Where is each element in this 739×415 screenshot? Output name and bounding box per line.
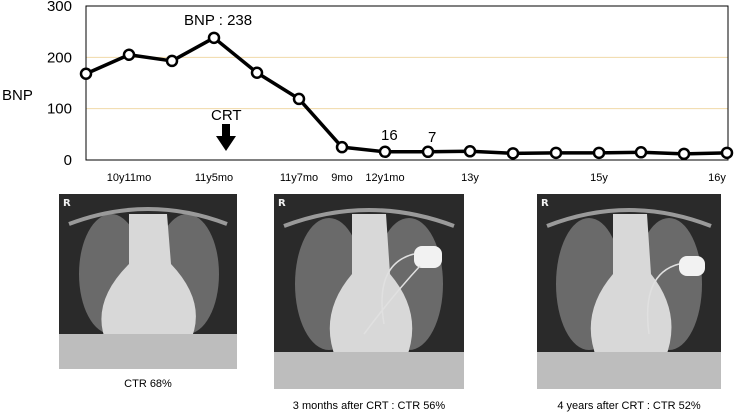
x-tick-label: 16y (708, 172, 726, 184)
xray-before-crt: R (59, 194, 237, 369)
x-tick-label: 10y11mo (107, 172, 151, 184)
y-tick-label: 300 (47, 0, 72, 15)
plot-frame (85, 5, 729, 161)
xray-marker-1: R (63, 198, 71, 209)
xray-4-years-after-crt: R (537, 194, 721, 389)
data-point (506, 147, 520, 160)
xray-image-3: R (537, 194, 721, 389)
data-point (634, 146, 648, 159)
data-point (335, 140, 349, 154)
x-tick-label: 12y1mo (365, 172, 404, 184)
data-point (463, 145, 477, 158)
data-point (79, 67, 93, 81)
x-tick-label: 11y7mo (280, 172, 318, 184)
data-point (421, 145, 435, 159)
value-annotation-16: 16 (381, 127, 398, 144)
crt-arrow-icon (216, 124, 236, 151)
xray-marker-3: R (541, 198, 549, 209)
y-tick-label: 0 (64, 152, 72, 169)
data-point (250, 66, 264, 79)
data-point (549, 146, 563, 160)
xray-image-1: R (59, 194, 237, 369)
y-tick-label: 200 (47, 49, 72, 66)
data-point (677, 147, 691, 161)
x-tick-labels: 10y11mo 11y5mo 11y7mo 9mo 12y1mo 13y 15y 16y (107, 172, 727, 184)
bnp-line-chart: 0 100 200 300 BNP 10y11mo 11y5mo 11y7mo 9mo 12y… (2, 0, 734, 184)
x-tick-label: 11y5mo (195, 172, 233, 184)
crt-annotation: CRT (211, 107, 242, 124)
xray-caption-1: CTR 68% (124, 378, 172, 390)
data-point (165, 54, 179, 68)
value-annotation-7: 7 (428, 129, 436, 146)
data-point (720, 146, 734, 160)
peak-annotation: BNP : 238 (184, 12, 252, 29)
xray-3-months-after-crt: R (274, 194, 464, 389)
x-tick-label: 15y (590, 172, 608, 184)
x-tick-label: 9mo (331, 172, 352, 184)
bnp-series-line (85, 36, 728, 156)
data-points (79, 31, 734, 161)
data-point (378, 145, 392, 159)
y-tick-label: 100 (47, 101, 72, 118)
data-point (292, 92, 306, 106)
xray-caption-2: 3 months after CRT : CTR 56% (292, 400, 446, 412)
y-axis-label: BNP (2, 87, 33, 104)
x-tick-label: 13y (461, 172, 479, 184)
xray-marker-2: R (278, 198, 286, 209)
xray-caption-3: 4 years after CRT : CTR 52% (557, 400, 701, 412)
xray-image-2: R (274, 194, 464, 389)
grid-lines (86, 56, 728, 110)
y-tick-labels: 0 100 200 300 (47, 0, 72, 169)
data-point (207, 31, 221, 45)
data-point (122, 48, 136, 62)
data-point (592, 146, 606, 160)
